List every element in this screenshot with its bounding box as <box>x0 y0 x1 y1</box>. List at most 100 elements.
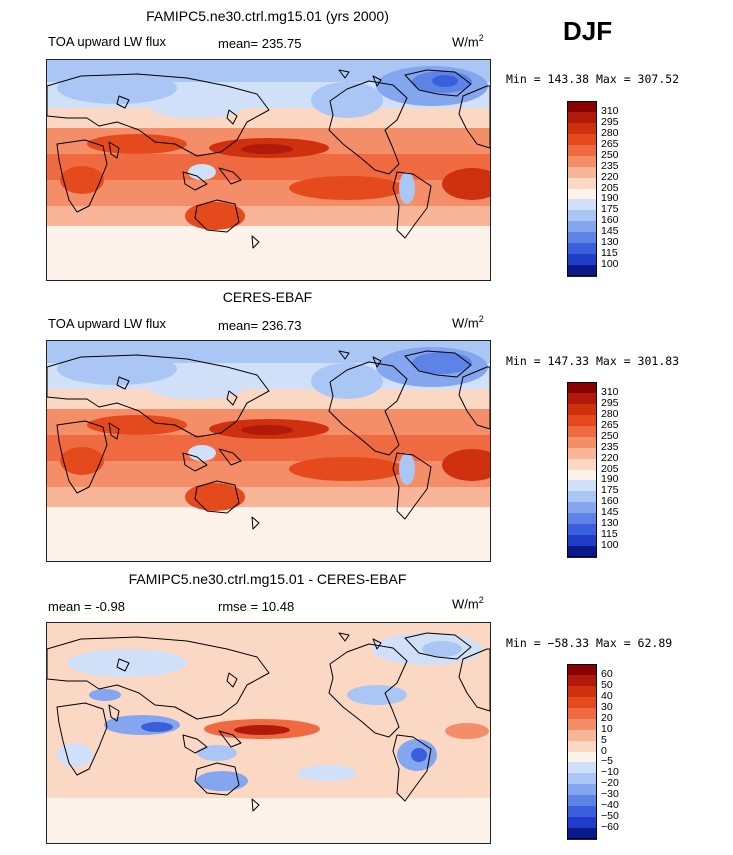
panel1-minmax: Min = 143.38 Max = 307.52 <box>506 72 680 86</box>
colorbar-label: 175 <box>601 484 619 497</box>
colorbar-label: 220 <box>601 170 619 183</box>
colorbar-swatch <box>567 729 597 742</box>
colorbar-label: −5 <box>601 755 613 768</box>
colorbar-swatch <box>567 795 597 807</box>
colorbar-label: 235 <box>601 159 619 172</box>
colorbar-label: 265 <box>601 137 619 150</box>
colorbar-label: 280 <box>601 126 619 139</box>
colorbar-label: 5 <box>601 733 607 746</box>
colorbar-swatch <box>567 188 597 200</box>
colorbar-label: −30 <box>601 788 619 801</box>
colorbar-swatch <box>567 491 597 503</box>
colorbar-swatch <box>567 480 597 492</box>
colorbar-swatch <box>567 111 597 124</box>
colorbar-label: 190 <box>601 473 619 486</box>
colorbar-label: 205 <box>601 462 619 475</box>
colorbar-label: 265 <box>601 418 619 431</box>
panel2-variable: TOA upward LW flux <box>48 316 167 331</box>
colorbar-swatch <box>567 155 597 168</box>
colorbar-label: 295 <box>601 115 619 128</box>
colorbar-label: −20 <box>601 777 619 790</box>
panel3-minmax: Min = −58.33 Max = 62.89 <box>506 636 673 650</box>
panel2-title: CERES-EBAF <box>222 289 313 305</box>
colorbar-frame <box>567 101 597 276</box>
colorbar-frame <box>567 664 597 839</box>
colorbar-swatch <box>567 762 597 774</box>
colorbar-swatch <box>567 254 597 266</box>
colorbar-label: 250 <box>601 148 619 161</box>
colorbar-label: 30 <box>601 700 613 713</box>
panel2-units: W/m2 <box>452 314 484 331</box>
colorbar-swatch <box>567 696 597 709</box>
colorbar-swatch <box>567 674 597 687</box>
colorbar-swatch <box>567 382 597 394</box>
colorbar-label: 310 <box>601 104 619 117</box>
colorbar-swatch <box>567 828 597 840</box>
colorbar-swatch <box>567 210 597 222</box>
colorbar-label: −10 <box>601 766 619 779</box>
colorbar-swatch <box>567 177 597 189</box>
colorbar-label: 130 <box>601 236 619 249</box>
colorbar-swatch <box>567 414 597 427</box>
colorbar-swatch <box>567 392 597 405</box>
colorbar-swatch <box>567 101 597 113</box>
panel2-minmax: Min = 147.33 Max = 301.83 <box>506 354 680 368</box>
colorbar-swatch <box>567 122 597 135</box>
colorbar-label: 20 <box>601 711 613 724</box>
panel3-units: W/m2 <box>452 595 484 612</box>
colorbar-swatch <box>567 166 597 179</box>
season-label: DJF <box>563 16 613 46</box>
colorbar-swatch <box>567 436 597 449</box>
colorbar-swatch <box>567 221 597 233</box>
panel2-colorbar: 310 295 280 265 250 235 220 205 190 175 160 145 130 1… <box>567 382 619 558</box>
colorbar-label: 250 <box>601 429 619 442</box>
colorbar-swatch <box>567 740 597 752</box>
colorbar-swatch <box>567 232 597 244</box>
colorbar-swatch <box>567 546 597 558</box>
colorbar-label: 160 <box>601 214 619 227</box>
colorbar-swatch <box>567 425 597 438</box>
colorbar-swatch <box>567 817 597 829</box>
colorbar-swatch <box>567 199 597 211</box>
panel1-mean: mean= 235.75 <box>218 36 302 51</box>
panel3-map <box>46 622 491 844</box>
colorbar-swatch <box>567 685 597 698</box>
panel3-rmse: rmse = 10.48 <box>218 599 295 614</box>
colorbar-label: 40 <box>601 689 613 702</box>
colorbar-label: 100 <box>601 539 619 552</box>
panel1-map <box>46 59 491 281</box>
panel3-colorbar: 60 50 40 30 20 10 5 0 −5 −10 −20 −30 −40 −50 −60 <box>567 664 619 840</box>
colorbar-label: 100 <box>601 258 619 271</box>
colorbar-swatch <box>567 447 597 460</box>
panel1-title: FAMIPC5.ne30.ctrl.mg15.01 (yrs 2000) <box>146 8 389 24</box>
colorbar-label: 175 <box>601 203 619 216</box>
colorbar-swatch <box>567 502 597 514</box>
colorbar-swatch <box>567 707 597 720</box>
colorbar-label: −60 <box>601 821 619 834</box>
panel1-colorbar: 310 295 280 265 250 235 220 205 190 175 160 145 130 1… <box>567 101 619 277</box>
panel1-units: W/m2 <box>452 33 484 50</box>
colorbar-swatch <box>567 784 597 796</box>
colorbar-swatch <box>567 773 597 785</box>
colorbar-swatch <box>567 524 597 536</box>
colorbar-label: 0 <box>601 744 607 757</box>
colorbar-swatch <box>567 265 597 277</box>
colorbar-label: 115 <box>601 528 618 541</box>
colorbar-swatch <box>567 403 597 416</box>
colorbar-label: 145 <box>601 225 619 238</box>
colorbar-label: 10 <box>601 722 613 735</box>
colorbar-swatch <box>567 751 597 763</box>
colorbar-swatch <box>567 664 597 676</box>
colorbar-label: 190 <box>601 192 619 205</box>
colorbar-swatch <box>567 513 597 525</box>
colorbar-swatch <box>567 458 597 470</box>
colorbar-swatch <box>567 806 597 818</box>
colorbar-swatch <box>567 718 597 731</box>
panel3-mean: mean = -0.98 <box>48 599 125 614</box>
colorbar-swatch <box>567 535 597 547</box>
colorbar-label: 310 <box>601 385 619 398</box>
colorbar-label: 145 <box>601 506 619 519</box>
colorbar-swatch <box>567 144 597 157</box>
panel2-map <box>46 340 491 562</box>
panel2-mean: mean= 236.73 <box>218 318 302 333</box>
